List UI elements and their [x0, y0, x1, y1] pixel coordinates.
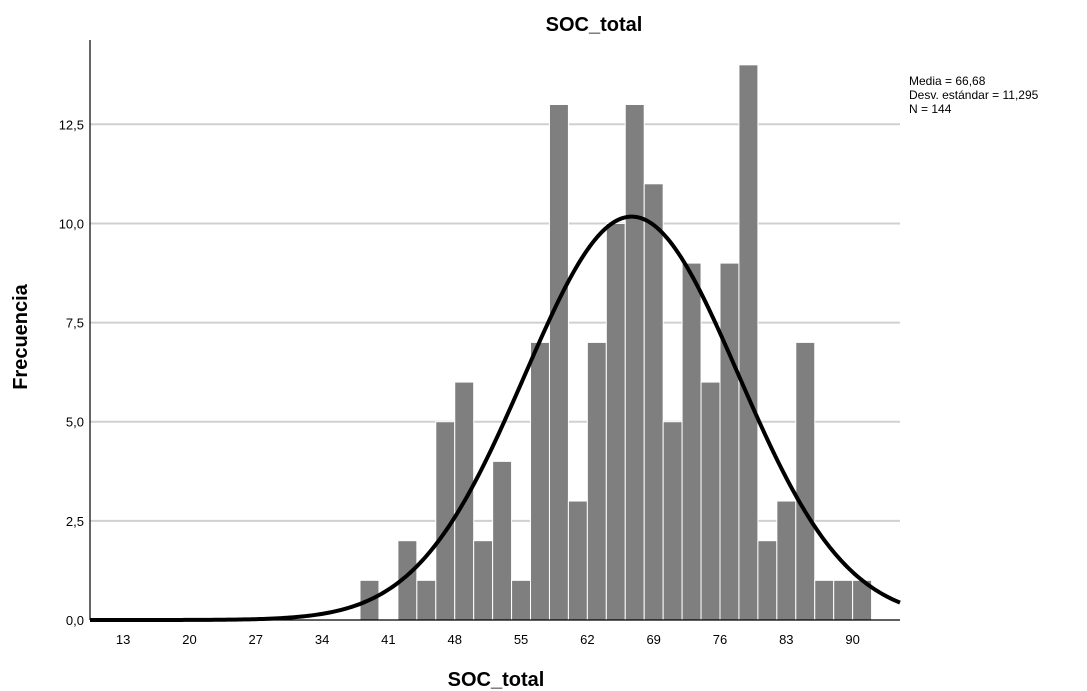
stats-n: N = 144: [909, 102, 952, 116]
histogram-bar: [624, 103, 645, 621]
histogram-bar: [833, 579, 854, 621]
stats-box: Media = 66,68 Desv. estándar = 11,295 N …: [909, 74, 1039, 116]
histogram-bar: [605, 222, 626, 621]
histogram-bar: [567, 500, 588, 621]
y-tick-label: 2,5: [66, 514, 84, 529]
x-tick-labels: 13 20 27 34 41 48 55 62 69 76 83 90: [116, 632, 860, 647]
y-tick-label: 5,0: [66, 415, 84, 430]
histogram-bar: [473, 540, 494, 621]
chart-title: SOC_total: [546, 14, 643, 36]
histogram-bar: [757, 540, 778, 621]
y-axis-label: Frecuencia: [10, 283, 32, 389]
y-tick-label: 7,5: [66, 316, 84, 331]
histogram-bars: [359, 64, 873, 621]
histogram-bar: [738, 64, 759, 621]
histogram-bar: [511, 579, 532, 621]
histogram-bar: [776, 500, 797, 621]
histogram-bar: [700, 381, 721, 621]
histogram-bar: [548, 103, 569, 621]
y-tick-label: 12,5: [59, 117, 84, 132]
grid-lines: [90, 123, 900, 522]
histogram-bar: [643, 183, 664, 621]
stats-sd: Desv. estándar = 11,295: [909, 88, 1039, 102]
histogram-bar: [662, 421, 683, 621]
x-tick-label: 13: [116, 632, 130, 647]
x-tick-label: 83: [779, 632, 793, 647]
y-tick-label: 10,0: [59, 216, 84, 231]
histogram-bar: [530, 341, 550, 621]
stats-mean: Media = 66,68: [909, 74, 986, 88]
x-tick-label: 48: [448, 632, 462, 647]
x-tick-label: 76: [713, 632, 727, 647]
histogram-bar: [681, 262, 702, 621]
x-tick-label: 34: [315, 632, 329, 647]
x-tick-label: 62: [580, 632, 594, 647]
x-tick-label: 20: [182, 632, 196, 647]
x-tick-label: 55: [514, 632, 528, 647]
axes: [89, 40, 900, 621]
x-tick-label: 90: [845, 632, 859, 647]
histogram-bar: [719, 262, 740, 621]
histogram-bar: [795, 341, 816, 621]
histogram-bar: [586, 341, 607, 621]
histogram-bar: [416, 579, 437, 621]
x-tick-label: 27: [249, 632, 263, 647]
y-tick-label: 0,0: [66, 613, 84, 628]
histogram-bar: [492, 460, 513, 621]
x-tick-label: 69: [646, 632, 660, 647]
x-axis-label: SOC_total: [448, 669, 545, 691]
x-tick-label: 41: [381, 632, 395, 647]
histogram-bar: [814, 579, 835, 621]
y-tick-labels: 0,0 2,5 5,0 7,5 10,0 12,5: [59, 117, 84, 628]
